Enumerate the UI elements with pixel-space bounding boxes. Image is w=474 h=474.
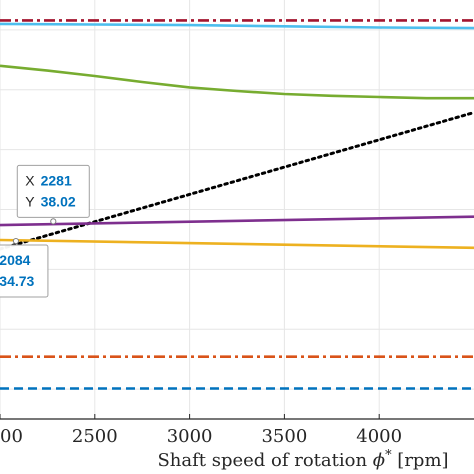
datatip-x-value: 2281 [41, 172, 72, 188]
series-line-2 [0, 22, 474, 30]
x-axis-label-text: Shaft speed of rotation [157, 450, 372, 471]
x-axis-label-superscript: * [385, 448, 392, 463]
x-axis-label-symbol: ϕ [373, 450, 385, 471]
datatip-1[interactable]: X 2281 Y 38.02 [16, 164, 90, 225]
datatip-x-row: X2084 [0, 252, 31, 268]
datatip-x-value: 2084 [0, 252, 31, 268]
datatip-y-value: 34.73 [0, 273, 35, 289]
datatip-x-key: X [25, 172, 35, 188]
x-tick-label: 2500 [72, 426, 118, 447]
x-axis-label: Shaft speed of rotation ϕ* [rpm] [157, 448, 448, 471]
datatip-y-row: Y 38.02 [25, 193, 76, 209]
x-tick-labels: 2000 2500 3000 3500 4000 [0, 426, 402, 447]
grid-lines [0, 0, 474, 419]
datatip-box [0, 244, 49, 298]
x-tick-label: 3500 [261, 426, 307, 447]
datatip-y-value: 38.02 [41, 193, 76, 209]
series-lines [0, 19, 474, 390]
datatip-y-row: Y34.73 [0, 273, 35, 289]
series-line-4 [0, 111, 474, 251]
datatip-x-row: X 2281 [25, 172, 72, 188]
x-tick-label: 3000 [167, 426, 213, 447]
datatip-y-key: Y [25, 193, 35, 209]
x-tick-label: 2000 [0, 426, 23, 447]
datatip-box [16, 164, 90, 218]
series-line-5 [0, 215, 474, 227]
plot-frame [0, 414, 474, 420]
series-line-3 [0, 64, 474, 100]
datatips[interactable]: X 2281 Y 38.02 X2084 Y34.73 [0, 164, 90, 298]
series-line-6 [0, 238, 474, 250]
datatip-marker[interactable] [50, 218, 57, 225]
x-axis-label-unit: [rpm] [392, 450, 449, 471]
datatip-2[interactable]: X2084 Y34.73 [0, 237, 49, 298]
datatip-marker[interactable] [12, 237, 20, 245]
x-tick-label: 4000 [356, 426, 402, 447]
